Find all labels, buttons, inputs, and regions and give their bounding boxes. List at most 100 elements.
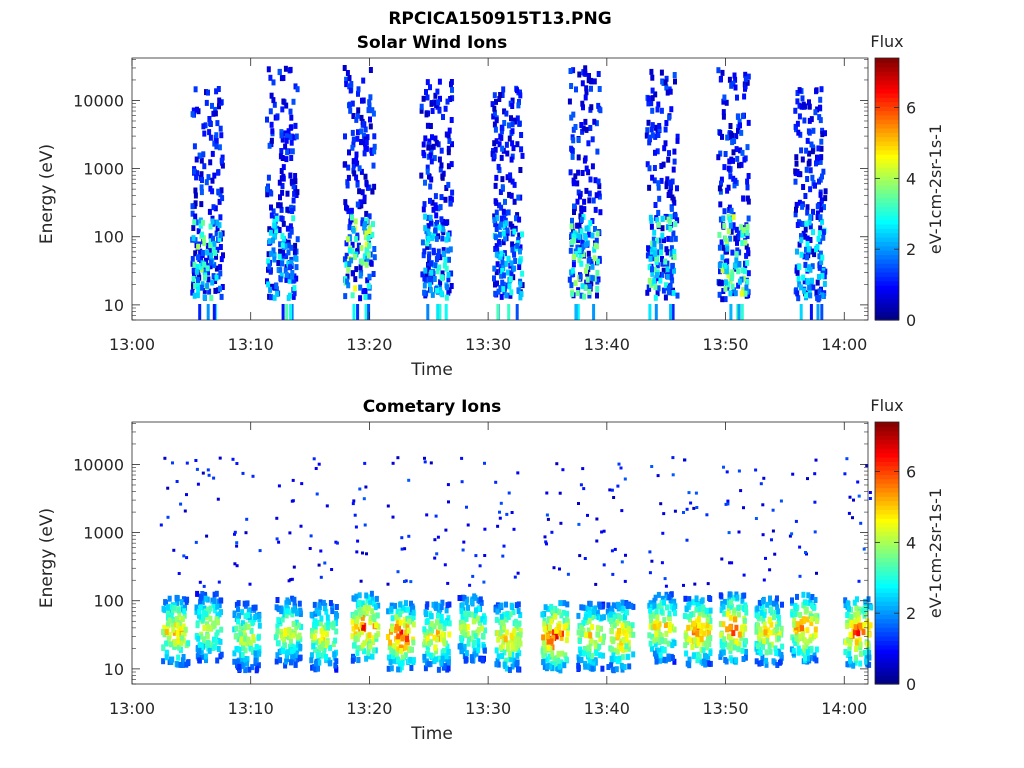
- flux-cell: [801, 618, 806, 625]
- flux-cell: [727, 158, 732, 165]
- flux-cell: [663, 577, 667, 581]
- flux-cell: [805, 241, 810, 247]
- flux-cell: [849, 635, 854, 642]
- flux-cell: [426, 265, 431, 272]
- flux-cell: [724, 241, 729, 248]
- flux-cell: [653, 133, 658, 140]
- flux-cell: [212, 262, 217, 269]
- flux-cell: [256, 634, 261, 641]
- flux-cell: [581, 251, 586, 258]
- flux-cell: [759, 609, 764, 616]
- flux-cell: [344, 252, 349, 259]
- flux-cell: [668, 88, 673, 95]
- colorbar-segment: [875, 430, 899, 436]
- flux-cell: [370, 107, 375, 114]
- flux-cell: [513, 618, 518, 625]
- flux-cell: [806, 655, 810, 662]
- flux-cell: [583, 234, 588, 241]
- flux-cell: [574, 86, 578, 93]
- flux-cell: [182, 554, 186, 558]
- flux-cell: [793, 107, 798, 114]
- flux-cell: [813, 632, 818, 639]
- flux-cell: [209, 247, 214, 254]
- flux-cell: [469, 599, 474, 605]
- flux-cell: [740, 230, 745, 237]
- flux-cell: [776, 608, 781, 615]
- flux-cell: [215, 225, 220, 232]
- flux-cell: [505, 150, 510, 157]
- flux-cell: [660, 561, 664, 565]
- flux-cell: [295, 610, 299, 617]
- flux-cell: [343, 161, 348, 168]
- flux-cell: [756, 613, 760, 620]
- flux-cell: [815, 203, 820, 210]
- flux-cell: [646, 246, 651, 253]
- flux-cell: [193, 187, 198, 194]
- flux-cell: [518, 640, 523, 647]
- flux-cell: [659, 107, 664, 114]
- flux-cell: [215, 657, 220, 664]
- flux-cell: [193, 192, 198, 199]
- colorbar-segment: [875, 106, 899, 111]
- flux-cell: [372, 133, 377, 140]
- flux-cell: [802, 637, 807, 644]
- flux-cell: [585, 276, 590, 283]
- flux-cell: [726, 607, 731, 614]
- colorbar-segment: [875, 570, 899, 576]
- flux-cell: [192, 219, 197, 226]
- flux-cell: [460, 613, 465, 620]
- flux-cell: [206, 269, 210, 276]
- flux-cell: [815, 214, 820, 220]
- flux-cell: [571, 67, 576, 74]
- flux-cell: [447, 631, 452, 638]
- flux-cell: [166, 515, 170, 519]
- colorbar-segment: [875, 443, 899, 449]
- flux-cell: [510, 643, 515, 650]
- flux-cell: [797, 102, 802, 109]
- flux-cell: [364, 181, 369, 188]
- flux-cell: [355, 112, 360, 119]
- flux-cell: [579, 216, 584, 223]
- flux-cell: [411, 621, 416, 628]
- flux-cell: [298, 654, 303, 661]
- flux-cell: [232, 650, 237, 657]
- flux-cell: [823, 195, 828, 202]
- flux-cell: [174, 594, 179, 601]
- flux-cell: [428, 152, 433, 159]
- flux-cell: [818, 117, 823, 124]
- flux-cell: [701, 640, 706, 647]
- flux-cell: [624, 622, 629, 629]
- flux-cell: [271, 237, 275, 244]
- flux-cell: [362, 648, 366, 655]
- flux-cell: [516, 471, 520, 475]
- flux-cell: [351, 162, 356, 169]
- flux-cell: [435, 552, 439, 556]
- flux-cell: [313, 646, 317, 653]
- flux-cell: [300, 482, 304, 486]
- flux-cell: [518, 248, 522, 255]
- flux-cell: [815, 210, 820, 217]
- flux-cell: [741, 656, 746, 662]
- flux-cell: [435, 219, 439, 226]
- flux-cell: [731, 175, 736, 182]
- flux-cell: [582, 157, 587, 164]
- flux-cell: [809, 281, 814, 287]
- flux-cell: [178, 661, 183, 668]
- flux-cell: [501, 286, 506, 293]
- flux-cell: [848, 631, 853, 638]
- flux-cell: [403, 616, 407, 623]
- flux-cell: [851, 516, 854, 520]
- flux-cell: [457, 595, 462, 601]
- flux-cell: [745, 233, 750, 239]
- flux-cell: [662, 646, 667, 653]
- flux-cell: [322, 605, 327, 612]
- flux-cell: [730, 561, 734, 565]
- y-tick-label: 1000: [83, 160, 124, 179]
- flux-cell: [346, 174, 351, 181]
- flux-cell: [242, 639, 246, 646]
- flux-cell: [202, 269, 207, 275]
- flux-cell: [590, 263, 595, 270]
- flux-cell: [299, 623, 304, 630]
- flux-cell: [281, 75, 286, 81]
- flux-cell: [498, 92, 503, 98]
